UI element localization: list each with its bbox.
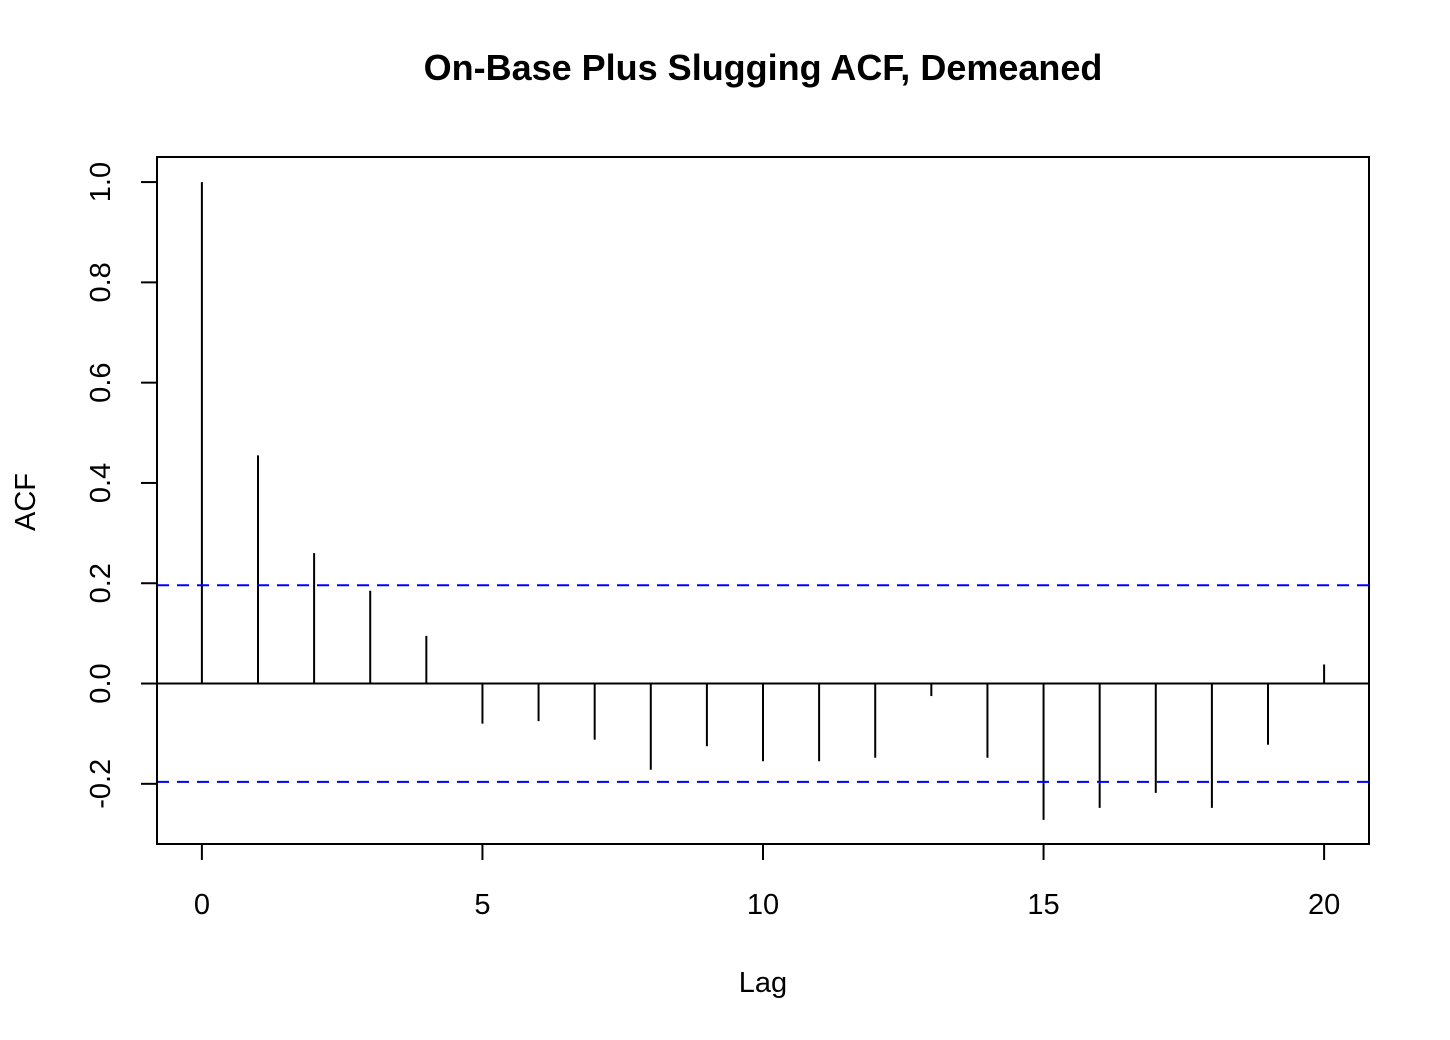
x-tick-label: 0 [194, 889, 210, 921]
x-tick-label: 15 [1027, 889, 1059, 921]
y-tick-label: 0.2 [85, 563, 117, 603]
y-tick-label: 0.0 [85, 663, 117, 703]
chart-title: On-Base Plus Slugging ACF, Demeaned [424, 47, 1103, 88]
y-axis: -0.2 0.0 0.2 0.4 0.6 0.8 1.0 [85, 162, 158, 809]
acf-spikes [157, 182, 1369, 820]
x-tick-label: 10 [747, 889, 779, 921]
confidence-bounds [157, 584, 1369, 783]
y-axis-label: ACF [10, 473, 42, 531]
x-tick-label: 5 [474, 889, 490, 921]
x-axis-label: Lag [739, 967, 787, 999]
y-tick-label: 1.0 [85, 162, 117, 202]
y-tick-label: 0.4 [85, 463, 117, 503]
y-tick-label: 0.6 [85, 362, 117, 402]
x-tick-label: 20 [1308, 889, 1340, 921]
y-tick-label: -0.2 [85, 759, 117, 809]
x-axis: 0 5 10 15 20 [194, 843, 1340, 921]
y-tick-label: 0.8 [85, 262, 117, 302]
